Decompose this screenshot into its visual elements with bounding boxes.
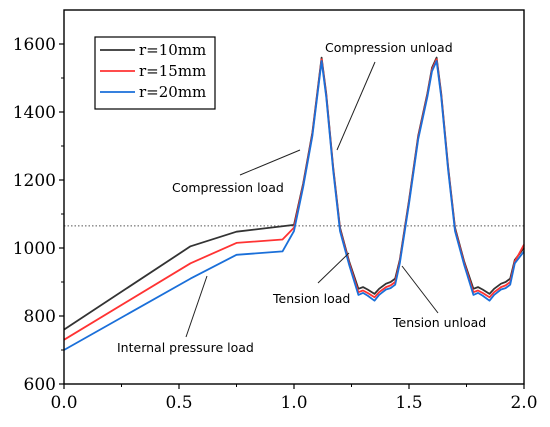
legend-box [94,36,216,110]
legend-label-1: r=10mm [139,41,206,59]
y-tick-label-600: 600 [24,375,56,395]
x-tick-label-0.5: 0.5 [165,393,192,413]
annotation-label-3: Tension load [272,291,350,306]
annotation-leader-5 [185,275,208,338]
annotation-leader-3 [317,252,350,284]
legend-label-2: r=15mm [139,62,206,80]
x-tick-label-1.0: 1.0 [280,393,307,413]
annotation-label-5: Internal pressure load [117,340,254,355]
legend-label-3: r=20mm [139,83,206,101]
legend: r=10mm r=15mm r=20mm [94,36,216,110]
y-tick-label-1000: 1000 [13,239,56,259]
annotation-label-4: Tension unload [392,315,486,330]
x-tick-label-2.0: 2.0 [510,393,537,413]
y-tick-label-800: 800 [24,307,56,327]
y-tick-label-1400: 1400 [13,103,56,123]
x-tick-label-1.5: 1.5 [395,393,422,413]
annotation-leader-2 [239,149,301,176]
annotation-label-1: Compression unload [325,40,453,55]
annotation-leader-1 [336,61,376,151]
series-line-3 [63,60,525,351]
plot-area: Compression unload Compression load Tensio… [13,9,538,413]
x-tick-label-0.0: 0.0 [50,393,77,413]
y-tick-label-1600: 1600 [13,35,56,55]
y-tick-label-1200: 1200 [13,171,56,191]
annotation-leader-4 [401,265,439,314]
annotation-label-2: Compression load [172,180,284,195]
